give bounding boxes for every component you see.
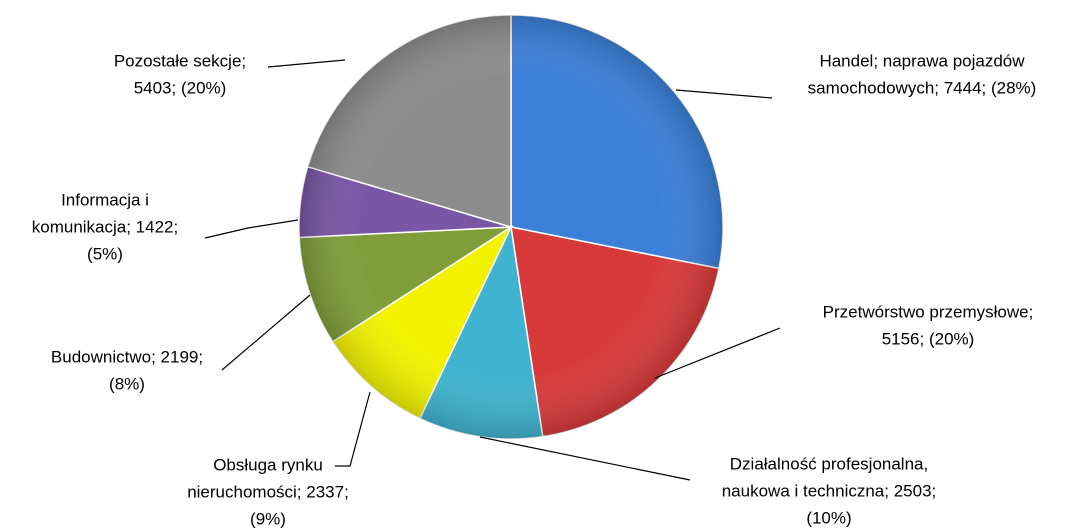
data-label: (10%) — [806, 508, 851, 527]
data-label: naukowa i techniczna; 2503; — [722, 481, 937, 500]
leader-line — [204, 219, 299, 239]
data-label: (5%) — [87, 244, 123, 263]
data-label: Handel; naprawa pojazdów — [819, 51, 1025, 70]
data-label: (9%) — [250, 509, 286, 528]
leader-line — [654, 327, 781, 379]
leader-line — [335, 391, 371, 467]
data-label: Działalność profesjonalna, — [730, 454, 928, 473]
data-label: komunikacja; 1422; — [32, 217, 178, 236]
data-label: Przetwórstwo przemysłowe; — [823, 302, 1034, 321]
data-label: (8%) — [109, 374, 145, 393]
leader-line — [479, 436, 691, 481]
leader-line — [267, 59, 346, 68]
data-label: Pozostałe sekcje; — [114, 51, 246, 70]
data-label: 5156; (20%) — [882, 329, 975, 348]
data-label: 5403; (20%) — [134, 78, 227, 97]
data-label: Budownictwo; 2199; — [51, 347, 203, 366]
data-label: Informacja i — [61, 190, 149, 209]
data-label: nieruchomości; 2337; — [187, 482, 349, 501]
leader-line — [221, 294, 311, 371]
data-label: samochodowych; 7444; (28%) — [808, 78, 1037, 97]
pie-slice — [510, 14, 724, 270]
leader-line — [675, 89, 773, 99]
data-label: Obsługa rynku — [213, 455, 323, 474]
